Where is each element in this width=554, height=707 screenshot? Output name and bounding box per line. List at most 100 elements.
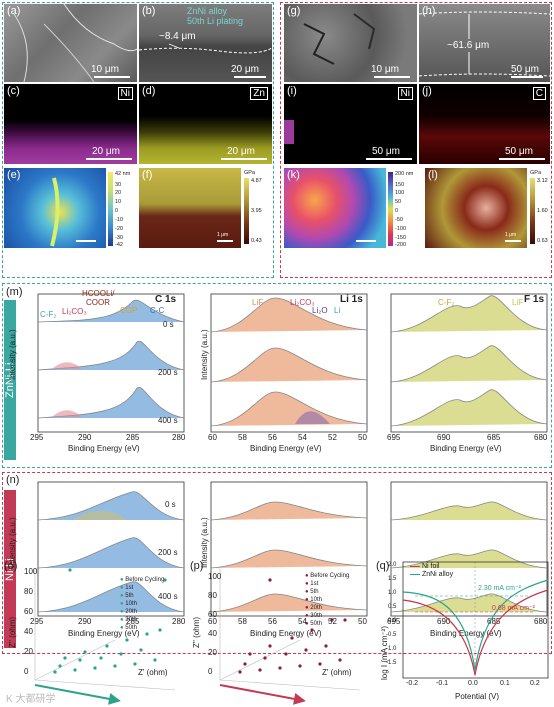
annotation: 0.68 mA cm⁻² bbox=[492, 605, 535, 612]
panel-e-label: (e) bbox=[7, 169, 21, 181]
sem-texture bbox=[303, 13, 376, 65]
peak-label: Li bbox=[334, 306, 341, 315]
ni-signal bbox=[284, 120, 294, 144]
watermark: K 大都研学 bbox=[6, 694, 56, 705]
eis-3d-o bbox=[34, 568, 176, 705]
time-label: 400 s bbox=[158, 416, 178, 425]
cbar-unit: GPa bbox=[244, 170, 256, 176]
panel-e: (e) bbox=[4, 168, 106, 248]
element-label: Ni bbox=[397, 87, 413, 100]
peak-label: LiF bbox=[252, 298, 264, 307]
colorbar-f bbox=[244, 178, 249, 244]
element-label: Ni bbox=[117, 87, 133, 100]
xps-title: Li 1s bbox=[340, 294, 363, 305]
peak-label: COOR bbox=[86, 298, 110, 307]
xps-m-c1s bbox=[37, 293, 185, 433]
element-label: C bbox=[532, 87, 546, 100]
panel-g: (g) 10 μm bbox=[284, 4, 417, 82]
panel-b-label: (b) bbox=[142, 5, 156, 17]
scale-text: 20 μm bbox=[231, 64, 259, 75]
panel-h-label: (h) bbox=[422, 5, 436, 17]
scale-text: 50 μm bbox=[505, 146, 533, 157]
panel-j: (j) C 50 μm bbox=[419, 84, 550, 164]
panel-i-label: (i) bbox=[287, 85, 297, 97]
peak-label: COP bbox=[120, 306, 138, 315]
cbar-top: 200 nm bbox=[395, 171, 414, 177]
thickness-arrows bbox=[419, 11, 550, 77]
scale-bar bbox=[505, 240, 521, 242]
row-label-znni bbox=[4, 300, 16, 460]
time-label: 200 s bbox=[158, 548, 178, 557]
x-axis-label: Binding Energy (eV) bbox=[250, 444, 322, 453]
sem-cracks bbox=[13, 4, 137, 82]
peak-label: C-F₂ bbox=[40, 310, 57, 319]
interface-line bbox=[139, 43, 272, 54]
colorbar-k bbox=[388, 172, 393, 246]
panel-i: (i) Ni 50 μm bbox=[284, 84, 417, 164]
x-axis-label: Binding Energy (eV) bbox=[68, 444, 140, 453]
panel-a-label: (a) bbox=[7, 5, 21, 17]
eis-3d-p bbox=[219, 568, 361, 705]
scale-bar bbox=[76, 240, 96, 242]
scale-text: 20 μm bbox=[227, 146, 255, 157]
panel-j-label: (j) bbox=[422, 85, 432, 97]
scale-bar bbox=[221, 158, 267, 160]
x-axis-label: Binding Energy (eV) bbox=[68, 629, 140, 638]
scale-bar bbox=[217, 240, 233, 242]
annotation: 2.30 mA cm⁻² bbox=[478, 585, 521, 592]
x-axis-label: Z' (ohm) bbox=[322, 668, 352, 677]
scale-text: 1 μm bbox=[505, 232, 517, 238]
scale-bar bbox=[499, 158, 545, 160]
panel-d: (d) Zn 20 μm bbox=[139, 84, 272, 164]
colorbar-l bbox=[530, 178, 535, 244]
time-label: 400 s bbox=[158, 592, 178, 601]
xps-title: C 1s bbox=[155, 294, 177, 305]
panel-q-label: (q) bbox=[376, 560, 390, 572]
panel-k-label: (k) bbox=[287, 169, 300, 181]
n-border bbox=[2, 472, 552, 654]
scale-bar bbox=[94, 76, 130, 78]
p-legend: ● Before Cycling ● 1st ● 5th ● 10th ● 20… bbox=[305, 573, 350, 627]
x-axis-label: Binding Energy (eV) bbox=[250, 629, 322, 638]
thickness-label: ~8.4 μm bbox=[159, 31, 196, 42]
panel-b-title-1: ZnNi alloy bbox=[187, 6, 228, 16]
panel-h: (h) ~61.6 μm 50 μm bbox=[419, 4, 550, 82]
z-axis-label: Z'' (ohm) bbox=[8, 616, 17, 648]
scale-text: 10 μm bbox=[91, 64, 119, 75]
scale-bar bbox=[374, 76, 410, 78]
panel-m-label: (m) bbox=[6, 286, 23, 298]
panel-d-label: (d) bbox=[142, 85, 156, 97]
panel-l-label: (l) bbox=[428, 169, 438, 181]
panel-a: (a) 10 μm bbox=[4, 4, 137, 82]
q-legend: Ni foil ZnNi alloy bbox=[410, 563, 453, 579]
panel-o-label-visible: (o) bbox=[4, 560, 18, 572]
panel-n-label: (n) bbox=[6, 474, 20, 486]
x-axis-label: Potential (V) bbox=[455, 692, 500, 701]
time-label: 0 s bbox=[163, 320, 174, 329]
scale-bar bbox=[356, 240, 376, 242]
xps-title: F 1s bbox=[524, 294, 545, 305]
peak-label: C-C bbox=[150, 306, 165, 315]
peak-label: LiF bbox=[512, 298, 524, 307]
colorbar-e bbox=[108, 172, 113, 246]
time-label: 0 s bbox=[165, 500, 176, 509]
scale-bar bbox=[511, 76, 543, 78]
thickness-label: ~61.6 μm bbox=[447, 40, 490, 51]
element-label: Zn bbox=[250, 87, 268, 100]
xps-n-li1s bbox=[210, 481, 368, 617]
scale-text: 10 μm bbox=[371, 64, 399, 75]
y-axis-label: Intensity (a.u.) bbox=[200, 329, 209, 380]
panel-f: (f) 1 μm bbox=[139, 168, 241, 248]
panel-f-label: (f) bbox=[142, 169, 153, 181]
ni-group-border bbox=[280, 2, 552, 278]
y-axis-label: Intensity (a.u.) bbox=[8, 329, 17, 380]
scale-text: 1 μm bbox=[217, 232, 229, 238]
scale-bar bbox=[366, 158, 412, 160]
peak-label: Li₂CO₃ bbox=[290, 298, 315, 307]
scale-text: 50 μm bbox=[511, 64, 539, 75]
xps-m-li1s bbox=[210, 293, 368, 433]
panel-g-label: (g) bbox=[287, 5, 301, 17]
scale-bar bbox=[86, 158, 132, 160]
panel-b: (b) ZnNi alloy 50th Li plating ~8.4 μm 2… bbox=[139, 4, 272, 82]
x-axis-label: Z' (ohm) bbox=[138, 668, 168, 677]
